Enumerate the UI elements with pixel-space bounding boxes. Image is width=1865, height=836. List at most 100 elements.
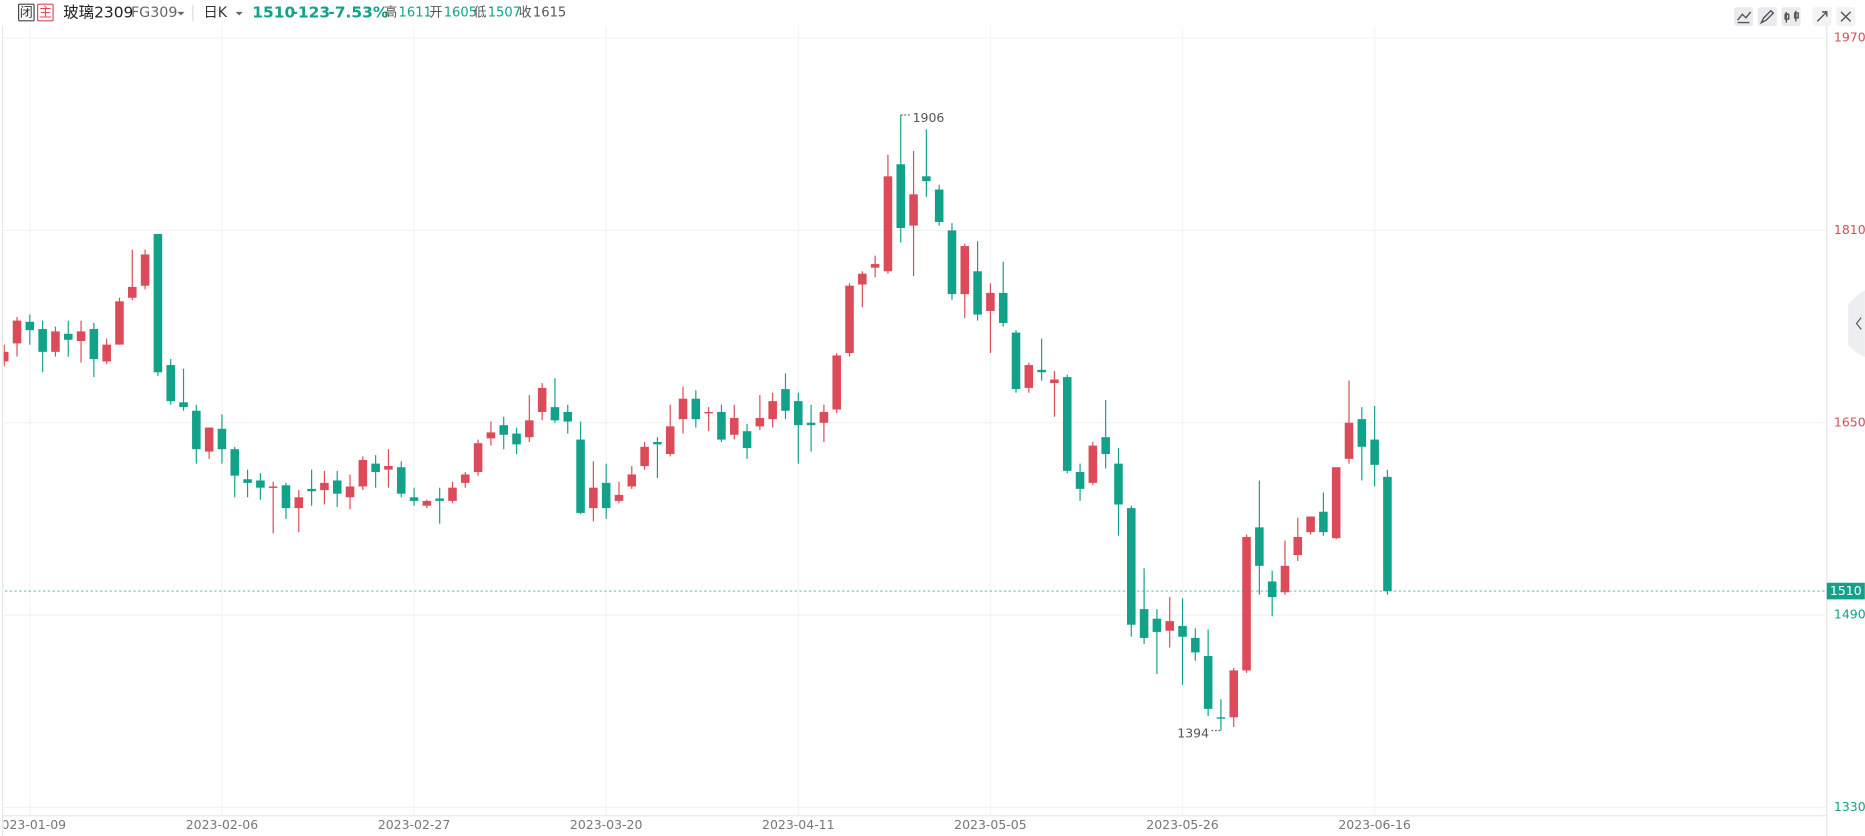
candle-body bbox=[819, 411, 829, 423]
candle-body bbox=[998, 292, 1008, 323]
candle-body bbox=[845, 285, 854, 354]
candle-body bbox=[1344, 422, 1354, 459]
candle-body bbox=[742, 431, 752, 449]
candle-body bbox=[230, 449, 240, 476]
tool-button[interactable] bbox=[1734, 7, 1754, 27]
x-tick-label: 2023-02-06 bbox=[186, 817, 259, 832]
period[interactable]: 日K bbox=[204, 5, 228, 21]
candle-body bbox=[153, 234, 163, 373]
candle-body bbox=[435, 498, 444, 501]
candle-body bbox=[243, 479, 252, 483]
price-axis: 1970 1810 1650 1490 1330 1510 bbox=[1826, 30, 1865, 814]
candle-body bbox=[371, 463, 380, 473]
dropdown-arrow[interactable] bbox=[177, 11, 185, 16]
candle-body bbox=[1191, 637, 1200, 653]
candle-body bbox=[832, 355, 841, 410]
tool-icon[interactable] bbox=[1737, 11, 1752, 24]
candle-body bbox=[204, 427, 214, 452]
candle-body bbox=[627, 474, 637, 487]
candle-body bbox=[1306, 516, 1315, 533]
candle-body bbox=[422, 500, 432, 506]
candle-body bbox=[486, 432, 496, 439]
candle-body bbox=[102, 344, 111, 362]
stat-value: 1605 bbox=[444, 6, 477, 21]
tool-icon[interactable] bbox=[1759, 9, 1775, 25]
candle-body bbox=[563, 411, 573, 422]
collapse-icon[interactable] bbox=[1855, 317, 1862, 330]
candle-body bbox=[38, 328, 47, 352]
y-tick-label: 1330 bbox=[1834, 799, 1865, 814]
tool-icon[interactable] bbox=[1816, 11, 1828, 22]
stat-label: 高 bbox=[384, 4, 397, 21]
candle-body bbox=[1242, 536, 1251, 671]
candle-body bbox=[1319, 511, 1328, 533]
change-pct: -7.53% bbox=[328, 4, 388, 22]
candle-body bbox=[512, 433, 521, 445]
tag-box[interactable] bbox=[37, 3, 54, 22]
x-tick-label: 2023-05-05 bbox=[954, 817, 1026, 832]
last-price-box bbox=[1826, 582, 1865, 600]
candle-body bbox=[1229, 670, 1239, 718]
x-tick-label: 2023-05-26 bbox=[1146, 817, 1219, 832]
candle-body bbox=[960, 246, 970, 295]
candle-body bbox=[128, 286, 137, 298]
candle-body bbox=[1383, 476, 1392, 592]
y-tick-label: 1490 bbox=[1834, 607, 1865, 622]
candle-body bbox=[12, 320, 22, 344]
candle-body bbox=[870, 264, 880, 268]
stat-label: 收 bbox=[519, 5, 532, 21]
candle-body bbox=[396, 467, 406, 494]
candle-body bbox=[179, 402, 188, 408]
tool-icon[interactable] bbox=[1840, 11, 1852, 22]
candle-body bbox=[729, 417, 739, 435]
candle-body bbox=[1088, 445, 1098, 483]
candle-body bbox=[1178, 625, 1187, 637]
candle-body bbox=[461, 474, 470, 483]
candle-body bbox=[332, 480, 342, 494]
candle-body bbox=[25, 321, 35, 331]
candle-body bbox=[76, 331, 86, 342]
instrument-name: 玻璃2309 bbox=[63, 4, 133, 22]
y-tick-label: 1650 bbox=[1834, 414, 1865, 429]
candle-body bbox=[1152, 618, 1162, 632]
candle-body bbox=[1114, 463, 1123, 505]
candle-body bbox=[320, 482, 329, 491]
candle-body bbox=[525, 420, 534, 438]
candle-body bbox=[192, 410, 201, 450]
candle-body bbox=[268, 486, 278, 488]
candle-body bbox=[947, 230, 957, 295]
candle-body bbox=[614, 494, 624, 501]
candle-body bbox=[537, 387, 547, 412]
tag[interactable]: 闭 bbox=[20, 5, 33, 21]
tool-icon[interactable] bbox=[1784, 10, 1799, 23]
candle-body bbox=[1037, 369, 1046, 373]
candle-body bbox=[1101, 437, 1110, 455]
tag[interactable]: 主 bbox=[39, 5, 52, 21]
candle-body bbox=[217, 428, 227, 450]
candle-body bbox=[3, 351, 9, 362]
candle-body bbox=[89, 328, 99, 360]
candle-body bbox=[973, 271, 982, 315]
min-label: 1394 bbox=[1177, 726, 1209, 741]
max-label: 1906 bbox=[913, 110, 945, 125]
instrument-code[interactable]: FG309 bbox=[131, 5, 178, 21]
candle-body bbox=[1370, 439, 1379, 465]
candle-body bbox=[909, 194, 918, 226]
tag-box[interactable] bbox=[18, 3, 35, 22]
candle-body bbox=[294, 497, 304, 509]
candle-body bbox=[883, 176, 893, 272]
y-tick-label: 1970 bbox=[1834, 30, 1865, 45]
candle-body bbox=[1293, 536, 1303, 555]
candle-body bbox=[653, 441, 662, 445]
x-tick-label: 2023-02-27 bbox=[378, 817, 450, 832]
candle-body bbox=[1011, 332, 1021, 390]
x-tick-label: 2023-03-20 bbox=[570, 817, 643, 832]
candle-body bbox=[499, 425, 508, 435]
candle-body bbox=[281, 485, 291, 509]
candle-body bbox=[307, 488, 316, 492]
candle-body bbox=[1267, 581, 1277, 598]
candle-body bbox=[409, 497, 419, 501]
last-price-label: 1510 bbox=[1830, 583, 1862, 598]
dropdown-arrow[interactable] bbox=[235, 11, 243, 16]
